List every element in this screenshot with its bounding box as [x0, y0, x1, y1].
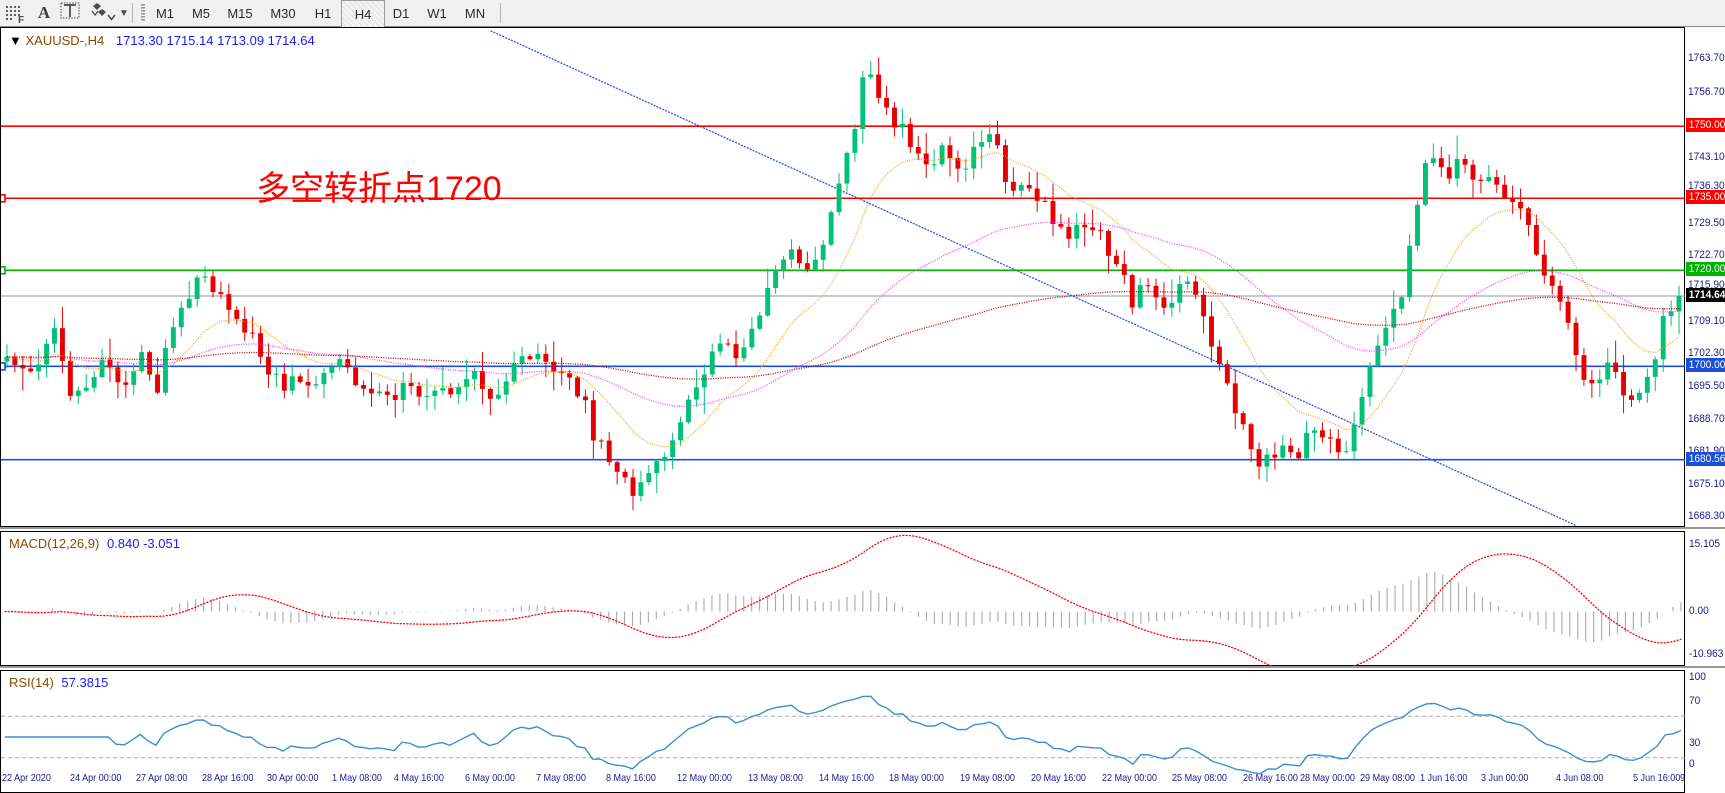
- svg-text:F: F: [18, 15, 24, 26]
